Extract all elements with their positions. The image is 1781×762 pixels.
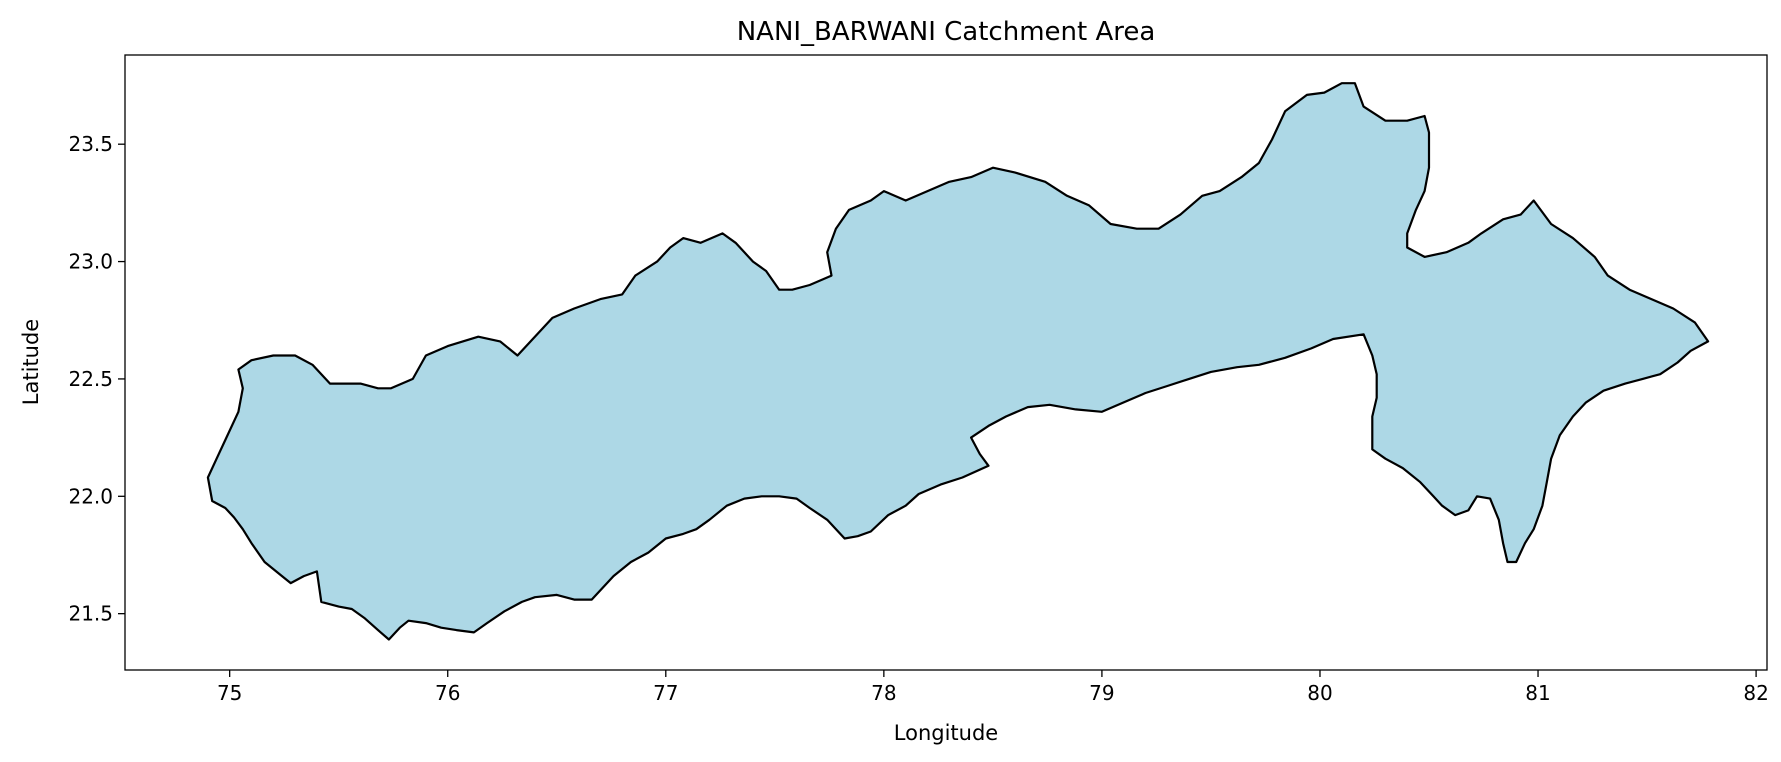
catchment-polygon: [206, 82, 1710, 641]
x-tick-label: 81: [1525, 681, 1550, 705]
x-axis-ticks: 75 76 77 78 79 80 81 82: [217, 670, 1769, 705]
x-tick-label: 78: [871, 681, 896, 705]
y-tick-label: 21.5: [68, 602, 113, 626]
y-axis-label: Latitude: [19, 319, 43, 405]
x-tick-label: 75: [217, 681, 242, 705]
y-tick-label: 23.0: [68, 250, 113, 274]
x-axis-label: Longitude: [894, 721, 998, 745]
x-tick-label: 80: [1307, 681, 1332, 705]
x-tick-label: 82: [1743, 681, 1768, 705]
x-tick-label: 79: [1089, 681, 1114, 705]
y-tick-label: 22.0: [68, 484, 113, 508]
y-tick-label: 23.5: [68, 132, 113, 156]
x-tick-label: 77: [653, 681, 678, 705]
map-title: NANI_BARWANI Catchment Area: [737, 17, 1156, 47]
x-tick-label: 76: [435, 681, 460, 705]
y-tick-label: 22.5: [68, 367, 113, 391]
y-axis-ticks: 21.5 22.0 22.5 23.0 23.5: [68, 132, 125, 626]
plot-frame: [124, 54, 1768, 671]
